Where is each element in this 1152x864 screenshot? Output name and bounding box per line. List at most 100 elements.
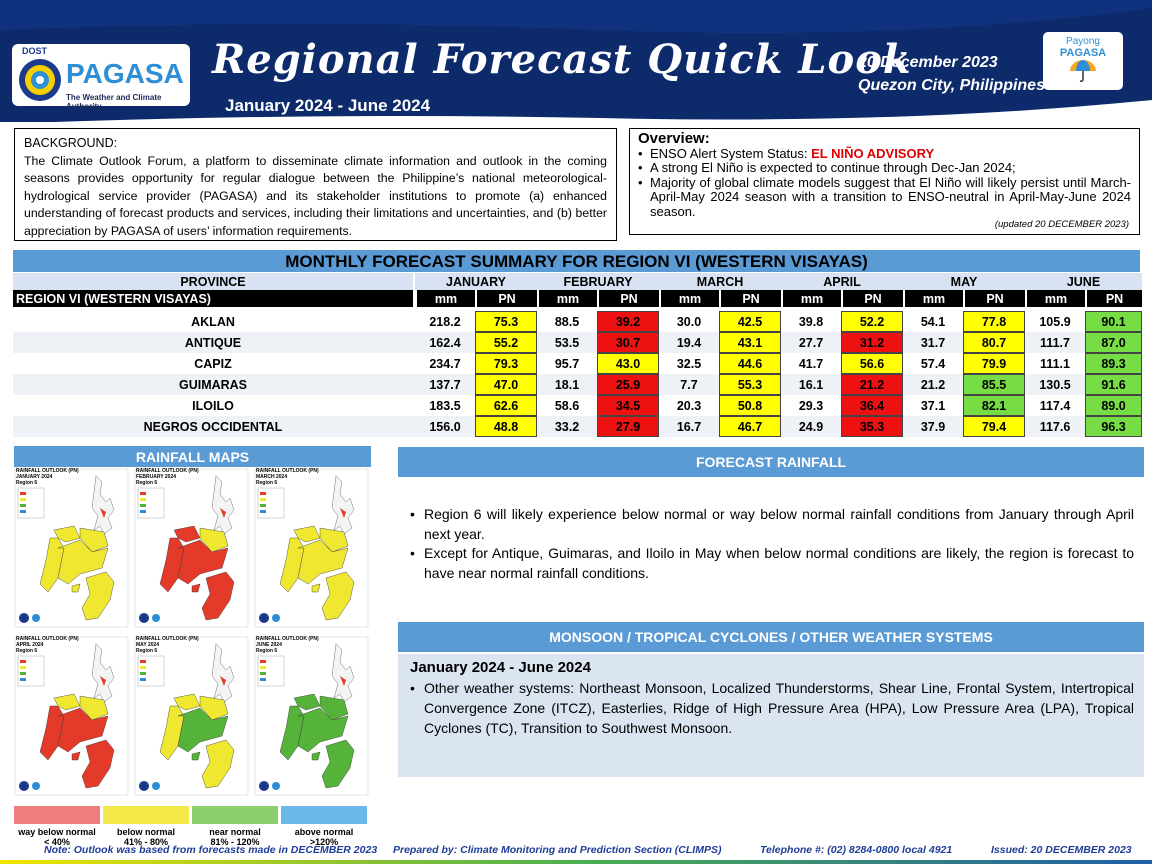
pn-value: 44.6	[719, 353, 781, 374]
pn-value: 79.4	[963, 416, 1025, 437]
pn-value: 52.2	[841, 311, 903, 332]
footer: Note: Outlook was based from forecasts m…	[0, 843, 1152, 864]
rainfall-maps: RAINFALL OUTLOOK (PN) JANUARY 2024 Region …	[14, 468, 371, 804]
mm-value: 41.7	[798, 356, 824, 371]
header-gap	[413, 290, 415, 307]
overview-item: Majority of global climate models sugges…	[638, 175, 1131, 220]
pn-value: 42.5	[719, 311, 781, 332]
rainfall-map: RAINFALL OUTLOOK (PN) MAY 2024 Region 6	[134, 636, 249, 796]
header-banner: DOST PAGASA The Weather and Climate Auth…	[0, 0, 1152, 122]
mm-value: 88.5	[554, 314, 580, 329]
logo-tagline: The Weather and Climate Authority	[66, 93, 162, 111]
issue-date: 20 December 2023	[858, 54, 998, 71]
map-caption: RAINFALL OUTLOOK (PN) JANUARY 2024 Region …	[16, 468, 79, 486]
issue-place: Quezon City, Philippines	[858, 77, 1045, 94]
table-row: AKLAN 218.2 75.3 88.5 39.2 30.0 42.5 39.8 52.2 54…	[13, 311, 1142, 332]
map-caption: RAINFALL OUTLOOK (PN) APRIL 2024 Region 6	[16, 636, 79, 654]
province-name: ILOILO	[192, 398, 234, 413]
pagasa-logo: DOST PAGASA The Weather and Climate Auth…	[12, 44, 190, 111]
legend-item: above normal >120%	[281, 806, 367, 850]
table-row: NEGROS OCCIDENTAL 156.0 48.8 33.2 27.9 16.7 46…	[13, 416, 1142, 437]
pn-value: 55.2	[475, 332, 537, 353]
map-legend: way below normal < 40% below normal 41% - 8…	[14, 806, 371, 850]
pn-value: 21.2	[841, 374, 903, 395]
mm-value: 16.7	[659, 416, 719, 437]
mm-header: mm	[415, 290, 475, 307]
mm-header: mm	[781, 290, 841, 307]
mm-value: 53.5	[537, 332, 597, 353]
forecast-rainfall-list: Region 6 will likely experience below no…	[398, 505, 1144, 583]
mm-header: mm	[537, 290, 597, 307]
footer-prepared: Prepared by: Climate Monitoring and Pred…	[393, 844, 722, 856]
table-row: GUIMARAS 137.7 47.0 18.1 25.9 7.7 55.3 16.1 21.2…	[13, 374, 1142, 395]
legend-item: below normal 41% - 80%	[103, 806, 189, 850]
region-6-map-icon	[254, 636, 369, 796]
pn-value: 48.8	[475, 416, 537, 437]
province-name: ANTIQUE	[13, 332, 413, 353]
pn-value: 87.0	[1085, 332, 1142, 353]
overview-updated: (updated 20 DECEMBER 2023)	[994, 218, 1129, 230]
map-caption-line: RAINFALL OUTLOOK (PN)	[16, 468, 79, 474]
mm-value: 111.1	[1040, 356, 1070, 371]
row-gap	[413, 374, 415, 395]
map-caption-line: Region 6	[136, 480, 158, 486]
pn-header: PN	[1085, 290, 1142, 307]
mm-value: 33.2	[537, 416, 597, 437]
forecast-rainfall-title: FORECAST RAINFALL	[398, 447, 1144, 477]
mm-value: 20.3	[676, 398, 702, 413]
map-caption-line: RAINFALL OUTLOOK (PN)	[136, 636, 199, 642]
mm-value: 37.1	[920, 398, 946, 413]
pn-value: 39.2	[597, 311, 659, 332]
header-background	[0, 0, 1152, 122]
page-title: Regional Forecast Quick Look	[212, 36, 912, 83]
map-caption-line: Region 6	[16, 480, 38, 486]
rainfall-maps-title: RAINFALL MAPS	[14, 446, 371, 467]
legend-range: < 40%	[44, 837, 70, 847]
background-box: BACKGROUND: The Climate Outlook Forum, a…	[14, 128, 617, 241]
overview-box: Overview: ENSO Alert System Status: EL N…	[629, 128, 1140, 235]
mm-value: 105.9	[1039, 314, 1071, 329]
mm-value: 130.5	[1025, 374, 1085, 395]
legend-name: below normal	[116, 827, 175, 837]
footer-telephone: Telephone #: (02) 8284-0800 local 4921	[760, 844, 953, 856]
map-caption-line: FEBRUARY 2024	[136, 474, 177, 480]
map-caption-line: RAINFALL OUTLOOK (PN)	[16, 636, 79, 642]
table-row: ILOILO 183.5 62.6 58.6 34.5 20.3 50.8 29.3 36.4 3…	[13, 395, 1142, 416]
background-text: The Climate Outlook Forum, a platform to…	[24, 153, 607, 238]
monsoon-list: Other weather systems: Northeast Monsoon…	[410, 678, 1134, 738]
forecast-rainfall-item: Except for Antique, Guimaras, and Iloilo…	[410, 544, 1134, 583]
logo-dost-text: DOST	[22, 46, 48, 56]
map-caption: RAINFALL OUTLOOK (PN) JUNE 2024 Region 6	[256, 636, 319, 654]
legend-range: 41% - 80%	[123, 837, 169, 847]
pn-value: 43.1	[719, 332, 781, 353]
legend-swatch	[14, 806, 100, 824]
map-caption-line: Region 6	[136, 648, 158, 654]
background-heading: BACKGROUND:	[24, 136, 118, 150]
mm-value: 183.5	[429, 398, 461, 413]
pn-value: 90.1	[1085, 311, 1142, 332]
mm-value: 37.9	[903, 416, 963, 437]
pn-value: 36.4	[841, 395, 903, 416]
mm-value: 111.7	[1025, 332, 1085, 353]
pn-header: PN	[597, 290, 659, 307]
pn-value: 96.3	[1085, 416, 1142, 437]
mm-value: 19.4	[659, 332, 719, 353]
pn-value: 50.8	[719, 395, 781, 416]
province-name: AKLAN	[191, 314, 235, 329]
mm-value: 27.7	[781, 332, 841, 353]
map-caption-line: MARCH 2024	[256, 474, 288, 480]
province-name: NEGROS OCCIDENTAL	[13, 416, 413, 437]
pn-value: 79.9	[963, 353, 1025, 374]
pn-value: 77.8	[963, 311, 1025, 332]
province-name: GUIMARAS	[13, 374, 413, 395]
monsoon-title: MONSOON / TROPICAL CYCLONES / OTHER WEAT…	[398, 622, 1144, 652]
month-header: APRIL	[781, 273, 903, 290]
map-caption-line: JANUARY 2024	[16, 474, 53, 480]
pn-value: 31.2	[841, 332, 903, 353]
mm-value: 95.7	[554, 356, 580, 371]
pn-value: 27.9	[597, 416, 659, 437]
pn-header: PN	[475, 290, 537, 307]
pn-header: PN	[841, 290, 903, 307]
month-header: JUNE	[1025, 273, 1142, 290]
footer-note: Note: Outlook was based from forecasts m…	[44, 844, 378, 856]
